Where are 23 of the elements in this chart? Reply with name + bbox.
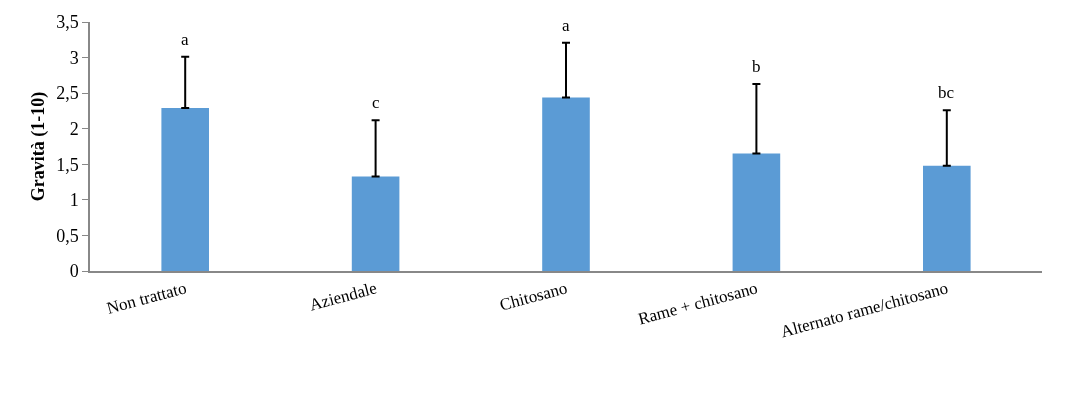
x-tick-label: Rame + chitosano — [636, 278, 760, 329]
y-axis-title: Gravità (1-10) — [27, 91, 49, 202]
annotation: bc — [938, 83, 955, 102]
annotation: c — [372, 93, 380, 112]
x-tick-label: Aziendale — [307, 278, 379, 315]
y-tick-label: 1 — [69, 190, 79, 211]
bar — [351, 176, 400, 271]
y-tick-label: 0,5 — [56, 225, 79, 246]
annotation: a — [181, 30, 189, 49]
y-tick-label: 2,5 — [56, 83, 79, 104]
y-tick-label: 3,5 — [56, 12, 79, 33]
bar — [161, 108, 209, 271]
annotation: a — [562, 16, 570, 35]
y-tick-label: 0 — [69, 261, 79, 282]
bar — [923, 165, 971, 271]
x-tick-label: Chitosano — [497, 278, 570, 315]
bar — [732, 153, 781, 271]
bar — [542, 97, 590, 271]
y-tick-label: 3 — [69, 47, 79, 68]
x-tick-label: Non trattato — [104, 278, 189, 318]
annotation: b — [752, 57, 761, 76]
y-tick-label: 2 — [69, 119, 79, 140]
y-tick-label: 1,5 — [56, 154, 79, 175]
